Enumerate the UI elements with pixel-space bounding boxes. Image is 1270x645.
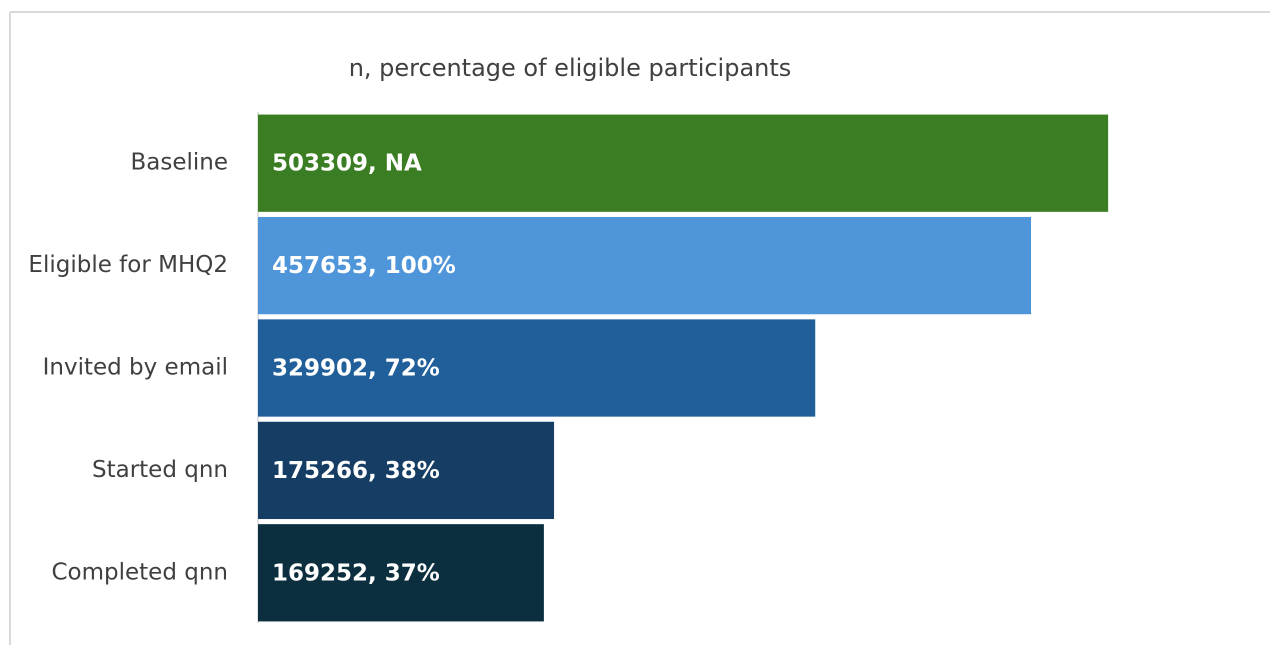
value-label: 503309, NA	[272, 151, 422, 177]
bar	[258, 114, 1109, 212]
bar	[258, 216, 1032, 315]
y-tick-label: Eligible for MHQ2	[28, 252, 228, 278]
y-tick-label: Started qnn	[92, 457, 228, 483]
bar	[258, 524, 544, 622]
y-tick-label: Completed qnn	[51, 559, 228, 585]
bar	[258, 319, 816, 417]
value-label: 457653, 100%	[272, 253, 456, 279]
value-label: 329902, 72%	[272, 356, 440, 382]
chart-title: n, percentage of eligible participants	[349, 54, 792, 82]
bar	[258, 421, 555, 520]
y-tick-label: Invited by email	[43, 355, 228, 381]
y-tick-label: Baseline	[130, 150, 228, 176]
value-label: 175266, 38%	[272, 458, 440, 484]
value-label: 169252, 37%	[272, 560, 440, 586]
